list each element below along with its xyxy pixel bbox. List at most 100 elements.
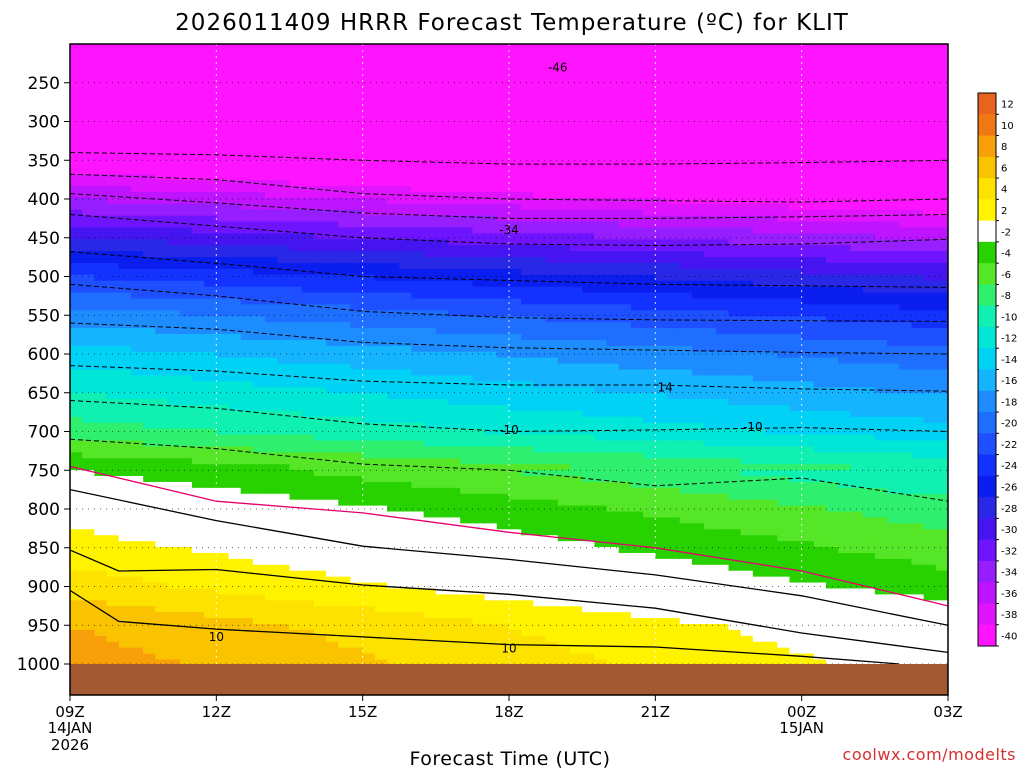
temperature-cell bbox=[557, 310, 571, 317]
temperature-cell bbox=[313, 434, 327, 442]
temperature-cell bbox=[594, 458, 608, 465]
temperature-cell bbox=[582, 588, 595, 595]
temperature-cell bbox=[167, 109, 181, 116]
temperature-cell bbox=[82, 552, 95, 560]
temperature-cell bbox=[155, 606, 169, 613]
temperature-cell bbox=[94, 623, 108, 631]
temperature-cell bbox=[338, 410, 352, 418]
temperature-cell bbox=[484, 375, 498, 382]
temperature-cell bbox=[252, 345, 266, 353]
temperature-cell bbox=[606, 357, 620, 365]
temperature-cell bbox=[179, 292, 193, 300]
temperature-cell bbox=[472, 511, 486, 519]
temperature-cell bbox=[496, 49, 510, 57]
temperature-cell bbox=[399, 594, 413, 601]
temperature-cell bbox=[106, 600, 120, 607]
temperature-cell bbox=[289, 174, 303, 181]
temperature-cell bbox=[533, 369, 547, 377]
temperature-cell bbox=[94, 333, 108, 341]
temperature-cell bbox=[411, 612, 425, 619]
temperature-cell bbox=[350, 316, 364, 323]
temperature-cell bbox=[484, 138, 498, 146]
temperature-cell bbox=[179, 162, 193, 169]
temperature-cell bbox=[326, 493, 339, 501]
temperature-cell bbox=[289, 387, 303, 394]
temperature-cell bbox=[130, 292, 144, 300]
temperature-cell bbox=[240, 357, 254, 365]
temperature-cell bbox=[582, 570, 595, 578]
temperature-cell bbox=[118, 280, 132, 288]
temperature-cell bbox=[277, 476, 291, 483]
temperature-cell bbox=[509, 239, 522, 246]
temperature-cell bbox=[301, 659, 315, 667]
temperature-cell bbox=[155, 109, 169, 116]
temperature-cell bbox=[338, 304, 352, 311]
temperature-cell bbox=[179, 73, 193, 81]
temperature-cell bbox=[106, 180, 120, 187]
temperature-cell bbox=[399, 535, 413, 542]
temperature-cell bbox=[155, 221, 169, 229]
temperature-cell bbox=[179, 606, 193, 613]
temperature-cell bbox=[118, 49, 132, 57]
temperature-cell bbox=[228, 476, 242, 483]
temperature-cell bbox=[130, 209, 144, 217]
temperature-cell bbox=[252, 351, 266, 359]
temperature-cell bbox=[228, 428, 242, 436]
temperature-cell bbox=[618, 286, 632, 294]
temperature-cell bbox=[569, 606, 583, 613]
temperature-cell bbox=[533, 541, 547, 548]
temperature-cell bbox=[509, 203, 522, 211]
temperature-cell bbox=[448, 186, 461, 193]
temperature-cell bbox=[94, 511, 108, 519]
temperature-cell bbox=[423, 487, 437, 495]
temperature-cell bbox=[191, 73, 205, 81]
temperature-cell bbox=[338, 547, 352, 554]
temperature-cell bbox=[521, 257, 534, 264]
temperature-cell bbox=[106, 345, 120, 353]
temperature-cell bbox=[484, 144, 498, 152]
temperature-cell bbox=[204, 440, 217, 448]
temperature-cell bbox=[582, 174, 595, 181]
temperature-cell bbox=[155, 564, 169, 572]
temperature-cell bbox=[143, 588, 156, 595]
temperature-cell bbox=[155, 387, 169, 394]
temperature-cell bbox=[582, 239, 595, 246]
temperature-cell bbox=[289, 499, 303, 507]
temperature-cell bbox=[94, 422, 108, 430]
temperature-cell bbox=[350, 535, 364, 542]
temperature-cell bbox=[435, 339, 449, 347]
temperature-cell bbox=[594, 221, 608, 229]
temperature-cell bbox=[472, 304, 486, 311]
temperature-cell bbox=[460, 618, 474, 625]
temperature-cell bbox=[313, 582, 327, 590]
temperature-cell bbox=[606, 339, 620, 347]
chart-title: 2026011409 HRRR Forecast Temperature (ºC… bbox=[175, 10, 849, 36]
temperature-cell bbox=[350, 322, 364, 329]
temperature-cell bbox=[362, 328, 376, 335]
temperature-cell bbox=[204, 115, 217, 122]
temperature-cell bbox=[143, 458, 156, 465]
temperature-cell bbox=[484, 333, 498, 341]
temperature-cell bbox=[228, 552, 242, 560]
temperature-cell bbox=[179, 476, 193, 483]
temperature-cell bbox=[179, 67, 193, 75]
temperature-cell bbox=[228, 103, 242, 110]
temperature-cell bbox=[594, 280, 608, 288]
temperature-cell bbox=[411, 458, 425, 465]
temperature-cell bbox=[594, 174, 608, 181]
temperature-cell bbox=[313, 55, 327, 63]
temperature-cell bbox=[435, 452, 449, 459]
temperature-cell bbox=[338, 659, 352, 667]
temperature-cell bbox=[387, 428, 400, 436]
temperature-cell bbox=[106, 310, 120, 317]
temperature-cell bbox=[521, 345, 534, 353]
temperature-cell bbox=[326, 517, 339, 524]
temperature-cell bbox=[179, 399, 193, 406]
temperature-cell bbox=[94, 245, 108, 252]
temperature-cell bbox=[374, 168, 388, 175]
temperature-cell bbox=[533, 387, 547, 394]
temperature-cell bbox=[545, 570, 559, 578]
temperature-cell bbox=[545, 476, 559, 483]
temperature-cell bbox=[167, 623, 181, 631]
temperature-cell bbox=[557, 541, 571, 548]
